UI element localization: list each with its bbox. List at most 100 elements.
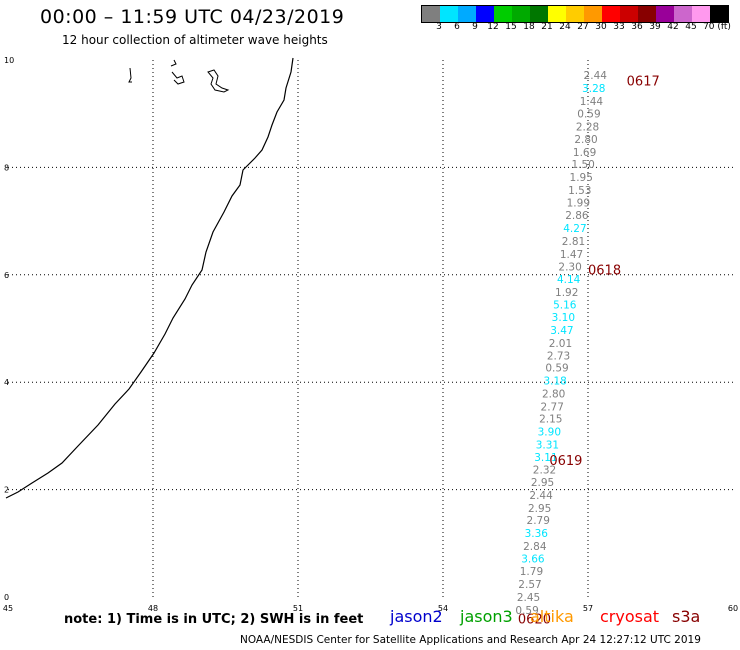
wave-height-value: 2.57 (518, 579, 541, 591)
wave-height-value: 2.73 (547, 350, 570, 362)
map-grid: 45 48 51 54 57 60 0 2 4 6 8 10 (3, 56, 738, 613)
color-swatch (638, 6, 656, 22)
color-scale-label: 6 (454, 22, 460, 32)
wave-height-value: 1.44 (580, 96, 604, 108)
color-scale-labels: 3 6 9 12 15 18 21 24 27 30 33 36 39 42 45 70 (ft) (421, 22, 740, 34)
wave-height-value: 1.50 (571, 159, 594, 171)
color-scale-label: 9 (472, 22, 478, 32)
y-tick-label: 2 (4, 486, 9, 495)
color-scale-label: 42 (667, 22, 679, 32)
color-scale-label: 27 (577, 22, 589, 32)
y-tick-label: 6 (4, 271, 9, 280)
island-outlines (128, 59, 230, 93)
wave-height-value: 2.80 (542, 388, 565, 400)
color-scale-label: 3 (436, 22, 442, 32)
color-swatch (548, 6, 566, 22)
time-label: 0620 (518, 612, 551, 627)
color-scale-label: 12 (487, 22, 499, 32)
color-scale-label: 39 (649, 22, 661, 32)
color-swatch (656, 6, 674, 22)
color-swatch (458, 6, 476, 22)
wave-height-value: 3.36 (525, 528, 549, 540)
wave-height-value: 0.59 (577, 109, 600, 121)
color-swatch (620, 6, 638, 22)
x-tick-label: 57 (583, 604, 593, 613)
map-subtitle: 12 hour collection of altimeter wave hei… (62, 33, 328, 47)
color-scale-label: 21 (541, 22, 553, 32)
wave-height-value: 1.92 (555, 287, 578, 299)
wave-height-value: 1.47 (560, 249, 583, 261)
y-tick-label: 0 (4, 593, 9, 602)
legend-jason3: jason3 (460, 607, 513, 626)
color-swatch (422, 6, 440, 22)
x-tick-label: 45 (3, 604, 13, 613)
color-swatch (494, 6, 512, 22)
wave-height-value: 2.30 (558, 262, 581, 274)
color-scale-label: 33 (613, 22, 625, 32)
wave-height-value: 3.90 (538, 427, 561, 439)
legend-altika: altika (530, 607, 574, 626)
wave-height-value: 2.15 (539, 414, 562, 426)
units-note: note: 1) Time is in UTC; 2) SWH is in fe… (64, 612, 364, 627)
wave-height-value: 4.14 (557, 274, 581, 286)
wave-height-value: 3.11 (534, 452, 557, 464)
color-scale-label: 36 (631, 22, 643, 32)
wave-height-value: 1.69 (573, 147, 596, 159)
color-swatch (440, 6, 458, 22)
wave-height-value: 3.18 (543, 376, 566, 388)
wave-height-value: 3.10 (552, 312, 575, 324)
x-tick-label: 54 (438, 604, 448, 613)
color-scale-label: 30 (595, 22, 607, 32)
wave-height-value: 2.81 (562, 236, 585, 248)
time-label: 0618 (588, 263, 621, 278)
time-label: 0617 (627, 74, 660, 89)
wave-height-value: 3.47 (550, 325, 573, 337)
color-swatch (710, 6, 728, 22)
wave-height-value: 2.32 (533, 465, 556, 477)
wave-height-value: 1.53 (568, 185, 591, 197)
wave-height-value: 1.95 (570, 172, 593, 184)
color-swatch (602, 6, 620, 22)
y-tick-label: 10 (4, 56, 14, 65)
coastline (5, 57, 294, 499)
wave-height-value: 2.95 (528, 503, 551, 515)
wave-height-value: 2.28 (576, 122, 599, 134)
color-scale-label: 70 (ft) (703, 22, 731, 32)
map-title: 00:00 – 11:59 UTC 04/23/2019 (40, 6, 345, 28)
color-swatch (512, 6, 530, 22)
color-swatch (674, 6, 692, 22)
wave-height-value: 2.84 (523, 541, 547, 553)
wave-height-value: 2.44 (529, 490, 553, 502)
wave-height-value: 3.66 (521, 553, 545, 565)
footer-credit: NOAA/NESDIS Center for Satellite Applica… (240, 634, 701, 646)
color-scale-label: 18 (523, 22, 535, 32)
legend-jason2: jason2 (390, 607, 443, 626)
x-tick-label: 51 (293, 604, 303, 613)
color-swatch (566, 6, 584, 22)
wave-height-value: 1.79 (520, 566, 543, 578)
color-scale-label: 45 (685, 22, 697, 32)
wave-height-value: 2.79 (527, 515, 550, 527)
wave-height-value: 3.28 (582, 83, 605, 95)
color-scale-label: 15 (505, 22, 517, 32)
legend-s3a: s3a (672, 607, 701, 626)
wave-height-value: 5.16 (553, 299, 577, 311)
color-swatch (476, 6, 494, 22)
color-swatch (584, 6, 602, 22)
time-label: 0619 (549, 454, 582, 469)
wave-height-value: 2.45 (517, 592, 540, 604)
satellite-track: 2.443.281.440.592.282.801.691.501.951.53… (515, 70, 607, 617)
wave-height-value: 0.59 (545, 363, 568, 375)
y-tick-label: 4 (4, 378, 9, 387)
color-swatch (530, 6, 548, 22)
wave-height-value: 2.95 (531, 477, 554, 489)
wave-height-value: 2.80 (574, 134, 597, 146)
wave-height-value: 0.59 (515, 605, 538, 617)
wave-height-value: 2.01 (549, 338, 572, 350)
color-scale-label: 24 (559, 22, 571, 32)
wave-height-value: 2.77 (541, 401, 564, 413)
color-scale-bar (421, 5, 729, 23)
x-tick-label: 60 (728, 604, 738, 613)
wave-height-value: 1.99 (567, 197, 590, 209)
